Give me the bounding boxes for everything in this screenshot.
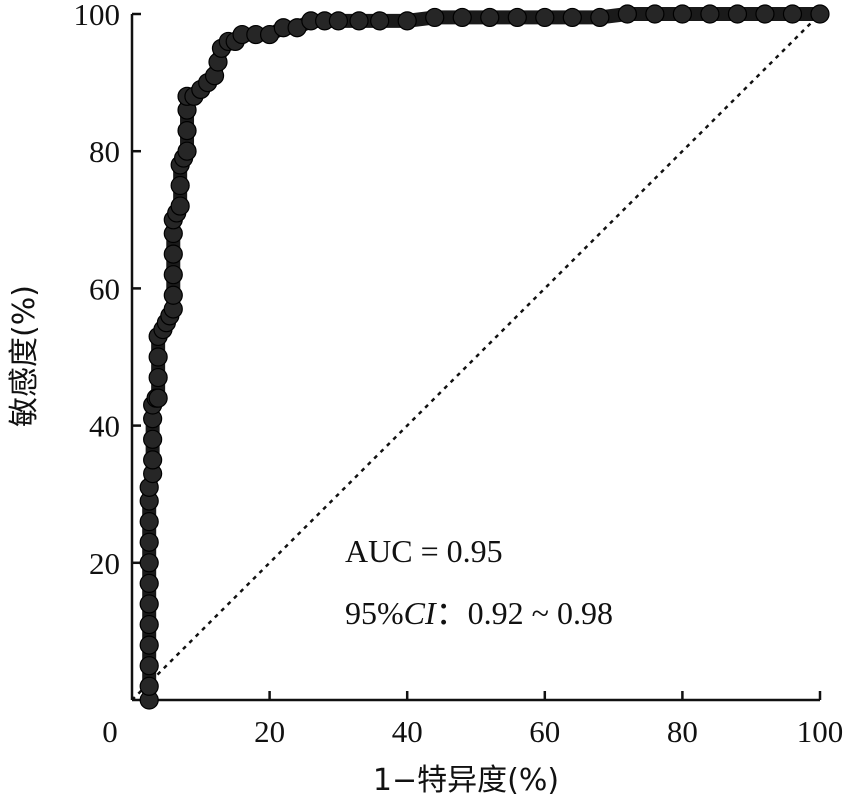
roc-point	[480, 7, 500, 28]
roc-point	[349, 11, 369, 31]
roc-point	[645, 4, 665, 24]
roc-point	[163, 265, 183, 285]
roc-point	[810, 4, 830, 24]
roc-point	[177, 121, 197, 141]
ci-annotation: 95%CI：0.92 ~ 0.98	[345, 595, 613, 631]
roc-point	[139, 512, 159, 532]
x-tick-label: 100	[797, 714, 844, 749]
roc-point	[143, 450, 163, 470]
roc-point	[163, 244, 183, 264]
roc-point	[139, 532, 159, 552]
y-tick-label: 40	[89, 409, 120, 444]
x-tick-label: 0	[102, 714, 118, 749]
roc-point	[177, 141, 197, 161]
roc-point	[452, 7, 472, 28]
auc-annotation: AUC = 0.95	[345, 533, 503, 569]
roc-point	[397, 11, 417, 31]
roc-point	[727, 4, 748, 24]
roc-point	[425, 7, 445, 28]
x-axis-title: 1−特异度(%)	[373, 763, 559, 798]
roc-point	[562, 7, 582, 28]
y-tick-label: 20	[89, 546, 120, 581]
roc-point	[782, 4, 803, 24]
x-tick-label: 80	[667, 714, 698, 749]
roc-point	[170, 196, 190, 216]
roc-point	[755, 4, 775, 24]
roc-point	[139, 676, 159, 696]
ci-suffix: ：0.92 ~ 0.98	[436, 595, 613, 631]
roc-point	[590, 7, 610, 28]
roc-point	[148, 347, 168, 367]
ci-italic: CI	[404, 595, 437, 631]
y-tick-label: 100	[74, 0, 121, 32]
roc-point	[139, 656, 159, 676]
roc-point	[328, 11, 348, 31]
roc-point	[370, 11, 390, 31]
roc-point	[163, 285, 183, 305]
y-axis-title: 敏感度(%)	[7, 285, 42, 427]
roc-point	[143, 429, 163, 449]
roc-point	[672, 4, 693, 24]
y-tick-label: 60	[89, 271, 120, 306]
roc-point	[139, 573, 159, 593]
roc-point	[148, 367, 168, 388]
axes	[130, 12, 822, 702]
roc-point	[139, 635, 159, 655]
roc-point	[617, 4, 637, 24]
roc-point	[148, 388, 168, 408]
roc-curve-series	[139, 4, 830, 710]
tick-labels: 0 20 40 60 80 100 20 40 60 80 100	[74, 0, 844, 749]
roc-point	[700, 4, 720, 24]
roc-point	[507, 7, 527, 28]
roc-point	[139, 553, 159, 573]
roc-point	[535, 7, 555, 28]
roc-point	[170, 175, 190, 196]
x-tick-label: 60	[529, 714, 560, 749]
roc-point	[139, 594, 159, 614]
x-tick-label: 20	[254, 714, 285, 749]
y-tick-label: 80	[89, 134, 120, 169]
ci-prefix: 95%	[345, 595, 404, 631]
roc-point	[139, 614, 159, 635]
x-tick-label: 40	[392, 714, 423, 749]
